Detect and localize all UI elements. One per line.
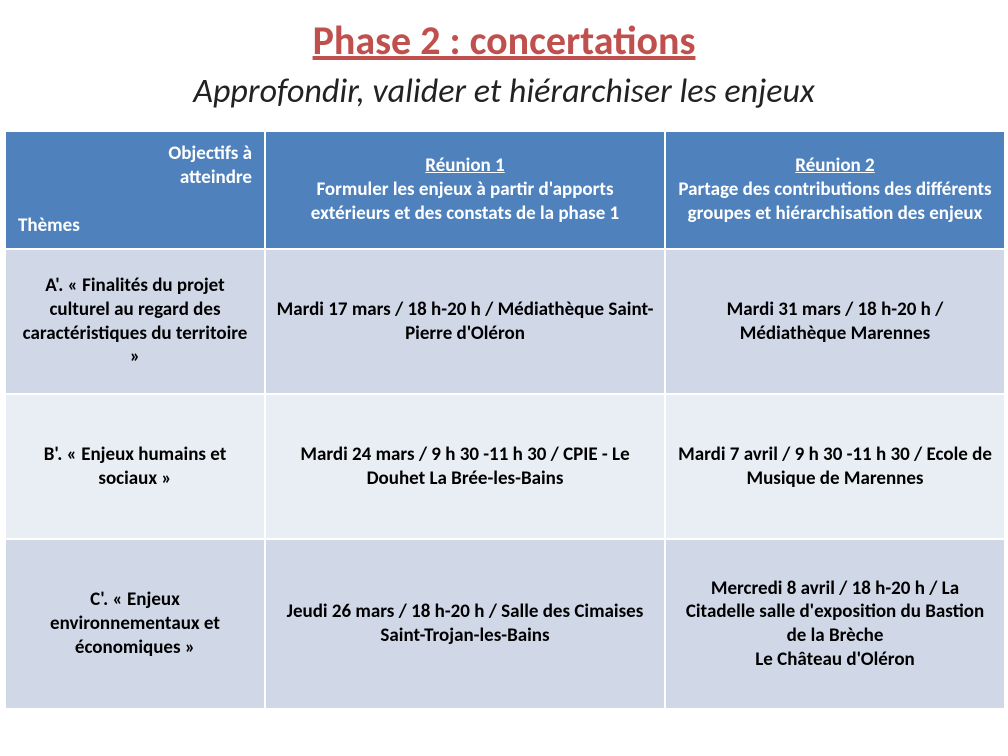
theme-cell-c: C'. « Enjeux environnementaux et économi… bbox=[5, 539, 265, 709]
reunion2-cell-b: Mardi 7 avril / 9 h 30 -11 h 30 / Ecole … bbox=[665, 394, 1005, 539]
reunion1-cell-a: Mardi 17 mars / 18 h-20 h / Médiathèque … bbox=[265, 249, 665, 394]
reunion1-cell-c: Jeudi 26 mars / 18 h-20 h / Salle des Ci… bbox=[265, 539, 665, 709]
schedule-table: Objectifs àatteindre Thèmes Réunion 1 Fo… bbox=[4, 130, 1006, 710]
header-reunion-1: Réunion 1 Formuler les enjeux à partir d… bbox=[265, 131, 665, 249]
reunion2-cell-a: Mardi 31 mars / 18 h-20 h / Médiathèque … bbox=[665, 249, 1005, 394]
header-objectifs-label: Objectifs àatteindre bbox=[168, 142, 252, 190]
table-row: B'. « Enjeux humains et sociaux » Mardi … bbox=[5, 394, 1005, 539]
header-reunion-1-desc: Formuler les enjeux à partir d'apports e… bbox=[311, 178, 619, 225]
header-reunion-1-title: Réunion 1 bbox=[425, 154, 504, 177]
reunion2-cell-c: Mercredi 8 avril / 18 h-20 h / La Citade… bbox=[665, 539, 1005, 709]
header-reunion-2-desc: Partage des contributions des différents… bbox=[678, 178, 991, 225]
page-title: Phase 2 : concertations bbox=[4, 16, 1004, 65]
header-themes-label: Thèmes bbox=[18, 214, 80, 238]
header-corner-cell: Objectifs àatteindre Thèmes bbox=[5, 131, 265, 249]
header-reunion-2-title: Réunion 2 bbox=[795, 154, 874, 177]
table-row: C'. « Enjeux environnementaux et économi… bbox=[5, 539, 1005, 709]
header-reunion-2: Réunion 2 Partage des contributions des … bbox=[665, 131, 1005, 249]
table-header-row: Objectifs àatteindre Thèmes Réunion 1 Fo… bbox=[5, 131, 1005, 249]
reunion1-cell-b: Mardi 24 mars / 9 h 30 -11 h 30 / CPIE -… bbox=[265, 394, 665, 539]
table-row: A'. « Finalités du projet culturel au re… bbox=[5, 249, 1005, 394]
page-subtitle: Approfondir, valider et hiérarchiser les… bbox=[4, 71, 1004, 112]
theme-cell-a: A'. « Finalités du projet culturel au re… bbox=[5, 249, 265, 394]
theme-cell-b: B'. « Enjeux humains et sociaux » bbox=[5, 394, 265, 539]
